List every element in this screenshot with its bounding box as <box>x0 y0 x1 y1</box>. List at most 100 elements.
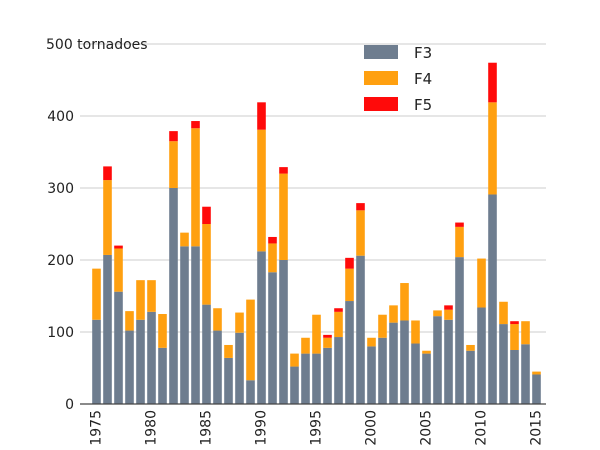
bar-F4-2011 <box>488 102 497 195</box>
bar-F3-2003 <box>400 320 409 404</box>
bar-F5-1996 <box>323 334 332 338</box>
bar-F3-1998 <box>345 301 354 404</box>
bar-F3-1985 <box>202 304 211 404</box>
bar-F4-2012 <box>499 301 508 325</box>
bar-F3-2005 <box>422 353 431 404</box>
grid-lines <box>80 43 546 333</box>
bar-F3-1992 <box>279 260 288 404</box>
bar-F4-1990 <box>257 129 266 252</box>
bar-F4-1984 <box>191 128 200 247</box>
bar-F3-1983 <box>180 246 189 404</box>
x-tick-label-1990: 1990 <box>254 410 270 446</box>
bar-F5-1997 <box>334 308 343 312</box>
bar-F5-1992 <box>279 167 288 174</box>
bar-F3-2000 <box>367 346 376 404</box>
bar-F5-1990 <box>257 102 266 130</box>
bar-F3-1977 <box>114 291 123 404</box>
bar-F5-1976 <box>103 166 112 181</box>
bar-F3-2012 <box>499 324 508 404</box>
x-tick-label-2015: 2015 <box>529 410 545 446</box>
bar-F3-1994 <box>301 353 310 404</box>
bar-F3-1979 <box>136 319 145 404</box>
bar-F4-2009 <box>466 344 475 351</box>
bar-F3-2004 <box>411 343 420 404</box>
y-tick-label-200: 200 <box>47 253 74 269</box>
bar-F4-2001 <box>378 314 387 338</box>
legend-swatch-F5 <box>364 97 398 111</box>
bar-F4-2010 <box>477 258 486 308</box>
bar-F3-2015 <box>532 374 541 404</box>
y-tick-label-400: 400 <box>47 109 74 125</box>
bar-F4-2006 <box>433 310 442 317</box>
bar-F4-1999 <box>356 210 365 256</box>
bar-F4-1986 <box>213 308 222 331</box>
bar-F4-1979 <box>136 280 145 320</box>
bar-F3-1989 <box>246 380 255 404</box>
bar-F4-1996 <box>323 337 332 348</box>
bar-F3-2001 <box>378 337 387 404</box>
bar-F3-2008 <box>455 257 464 404</box>
bar-F4-2005 <box>422 350 431 354</box>
bar-F5-2013 <box>510 321 519 325</box>
bar-F4-2002 <box>389 305 398 323</box>
bar-F5-1985 <box>202 206 211 224</box>
bar-F5-1999 <box>356 203 365 211</box>
bar-F4-2000 <box>367 337 376 347</box>
bar-F4-2013 <box>510 324 519 350</box>
x-tick-label-1985: 1985 <box>199 410 215 446</box>
bars <box>92 62 541 404</box>
bar-F3-1988 <box>235 332 244 404</box>
bar-F3-1993 <box>290 366 299 404</box>
bar-F4-1994 <box>301 337 310 354</box>
bar-F4-1978 <box>125 311 134 331</box>
bar-F3-1982 <box>169 188 178 404</box>
bar-F4-1981 <box>158 314 167 348</box>
bar-F4-1983 <box>180 232 189 247</box>
bar-F3-2013 <box>510 350 519 404</box>
bar-F5-2007 <box>444 305 453 310</box>
y-tick-label-500: 500 tornadoes <box>46 37 148 53</box>
bar-F3-2010 <box>477 307 486 404</box>
bar-F5-1991 <box>268 236 277 244</box>
bar-F4-2004 <box>411 320 420 344</box>
bar-F4-1988 <box>235 312 244 333</box>
bar-F5-1977 <box>114 245 123 249</box>
bar-F4-1977 <box>114 248 123 292</box>
bar-F3-2006 <box>433 316 442 404</box>
bar-F4-1993 <box>290 353 299 367</box>
x-tick-label-2000: 2000 <box>364 410 380 446</box>
bar-F4-1991 <box>268 243 277 273</box>
x-tick-label-1975: 1975 <box>89 410 105 446</box>
bar-F4-1995 <box>312 314 321 354</box>
bar-F3-1981 <box>158 347 167 404</box>
bar-F4-2008 <box>455 226 464 258</box>
bar-F5-1982 <box>169 131 178 142</box>
bar-F4-1989 <box>246 299 255 381</box>
bar-F3-1995 <box>312 353 321 404</box>
bar-F3-1976 <box>103 254 112 404</box>
bar-F3-1975 <box>92 319 101 404</box>
bar-F3-2009 <box>466 350 475 404</box>
y-tick-label-0: 0 <box>65 397 74 413</box>
bar-F3-2002 <box>389 322 398 404</box>
bar-F4-1985 <box>202 224 211 305</box>
bar-F5-1998 <box>345 257 354 269</box>
bar-F4-1987 <box>224 344 233 358</box>
bar-F3-1999 <box>356 255 365 404</box>
bar-F3-1986 <box>213 330 222 404</box>
bar-F4-2014 <box>521 321 530 345</box>
bar-F4-1998 <box>345 268 354 302</box>
x-tick-label-1995: 1995 <box>309 410 325 446</box>
legend: F3 F4 F5 <box>364 44 432 114</box>
bar-F3-2014 <box>521 344 530 404</box>
x-tick-label-2005: 2005 <box>419 410 435 446</box>
bar-F5-2008 <box>455 222 464 227</box>
bar-F3-2011 <box>488 194 497 404</box>
y-tick-label-100: 100 <box>47 325 74 341</box>
x-tick-label-1980: 1980 <box>144 410 160 446</box>
legend-label-F3: F3 <box>414 44 432 62</box>
bar-F4-2007 <box>444 309 453 320</box>
y-tick-label-300: 300 <box>47 181 74 197</box>
bar-F4-1980 <box>147 280 156 312</box>
